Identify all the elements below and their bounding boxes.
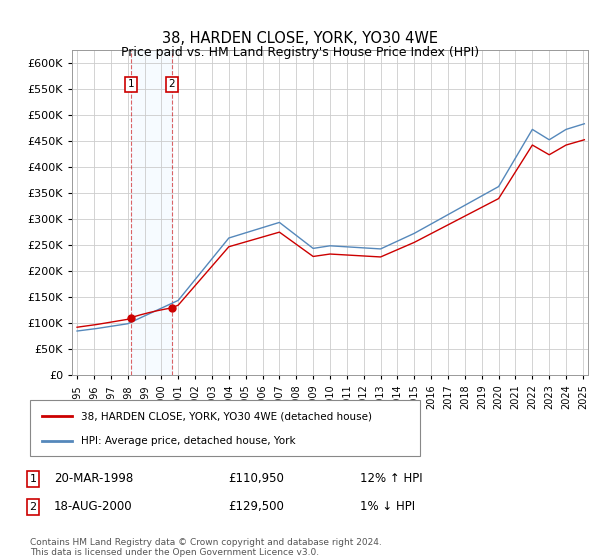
Text: 38, HARDEN CLOSE, YORK, YO30 4WE: 38, HARDEN CLOSE, YORK, YO30 4WE bbox=[162, 31, 438, 46]
Text: £129,500: £129,500 bbox=[228, 500, 284, 514]
Text: 1: 1 bbox=[29, 474, 37, 484]
Text: 1: 1 bbox=[128, 79, 134, 89]
Text: 2: 2 bbox=[29, 502, 37, 512]
Text: 12% ↑ HPI: 12% ↑ HPI bbox=[360, 472, 422, 486]
Text: HPI: Average price, detached house, York: HPI: Average price, detached house, York bbox=[81, 436, 296, 446]
Text: 1% ↓ HPI: 1% ↓ HPI bbox=[360, 500, 415, 514]
Text: £110,950: £110,950 bbox=[228, 472, 284, 486]
Text: 20-MAR-1998: 20-MAR-1998 bbox=[54, 472, 133, 486]
Text: Contains HM Land Registry data © Crown copyright and database right 2024.
This d: Contains HM Land Registry data © Crown c… bbox=[30, 538, 382, 557]
Text: 2: 2 bbox=[169, 79, 175, 89]
Text: Price paid vs. HM Land Registry's House Price Index (HPI): Price paid vs. HM Land Registry's House … bbox=[121, 46, 479, 59]
Text: 18-AUG-2000: 18-AUG-2000 bbox=[54, 500, 133, 514]
Text: 38, HARDEN CLOSE, YORK, YO30 4WE (detached house): 38, HARDEN CLOSE, YORK, YO30 4WE (detach… bbox=[81, 411, 372, 421]
